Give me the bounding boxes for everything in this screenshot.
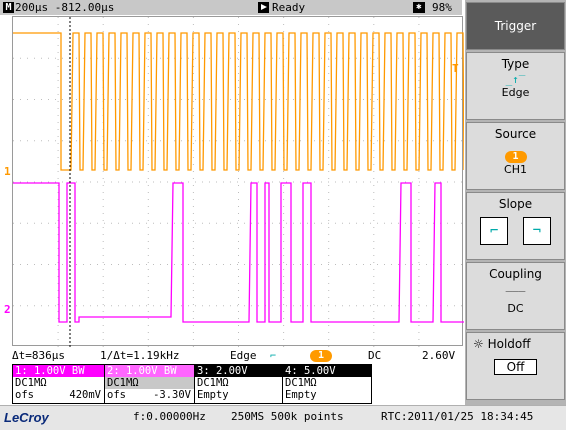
dc-coupling-icon: ‾‾‾ (505, 289, 526, 302)
trigger-source-badge: 1 (310, 350, 332, 362)
waveform-svg (13, 17, 464, 347)
edge-rise-icon: ⌐ (270, 351, 277, 362)
channel-2-info[interactable]: 2: 1.00V BW DC1MΩ ofs -3.30V (105, 365, 195, 403)
channel-1-coupling: DC1MΩ (15, 377, 47, 389)
frequency-readout: f:0.00000Hz (133, 410, 206, 423)
menu-m-icon[interactable]: M (3, 2, 14, 13)
coupling-button[interactable]: Coupling ‾‾‾ DC (466, 262, 565, 330)
falling-slope-icon[interactable]: ¬ (522, 217, 551, 245)
source-badge: 1 (504, 151, 527, 163)
waveform-grid[interactable] (12, 16, 464, 347)
ch1-waveform (13, 32, 464, 171)
channel-1-info[interactable]: 1: 1.00V BW DC1MΩ ofs 420mV (13, 365, 105, 403)
type-label: Type (501, 57, 530, 71)
menu-title-label: Trigger (494, 19, 537, 33)
channel-2-coupling: DC1MΩ (105, 377, 194, 389)
slope-label: Slope (498, 197, 533, 211)
run-state-icon (258, 2, 269, 13)
type-button[interactable]: Type _↑‾ Edge (466, 52, 565, 120)
coupling-label: Coupling (489, 267, 542, 281)
channel-3-coupling: DC1MΩ (197, 377, 229, 389)
channel-1-header: 1: 1.00V BW (13, 365, 104, 377)
holdoff-value: Off (493, 359, 538, 375)
coupling-value: DC (507, 302, 524, 315)
measurement-bar: Δt=836µs 1/Δt=1.19kHz Edge ⌐ 1 DC 2.60V (12, 349, 463, 363)
source-value: CH1 (504, 163, 527, 176)
bottom-status-bar: LeCroy f:0.00000Hz 250MS 500k points RTC… (0, 405, 566, 430)
channel-4-header: 4: 5.00V (283, 365, 371, 377)
channel-2-header: 2: 1.00V BW (105, 365, 194, 377)
memory-percent: 98% (432, 1, 452, 14)
slope-button[interactable]: Slope ⌐ ¬ (466, 192, 565, 260)
source-label: Source (494, 127, 537, 141)
holdoff-label: Holdoff (487, 337, 531, 351)
edge-type-icon: _↑‾ (505, 73, 526, 86)
delta-t: Δt=836µs (12, 349, 65, 362)
channel-3-info[interactable]: 3: 2.00V DC1MΩ Empty (195, 365, 283, 403)
channel-table: 1: 1.00V BW DC1MΩ ofs 420mV 2: 1.00V BW … (12, 364, 372, 404)
menu-title: Trigger (466, 2, 565, 50)
channel-2-offset-label: ofs (107, 389, 126, 401)
holdoff-sun-icon: ☼ (473, 337, 484, 351)
channel-3-header: 3: 2.00V (195, 365, 282, 377)
settings-gear-icon[interactable]: ✱ (413, 2, 425, 13)
channel-1-offset-row: ofs 420mV (13, 389, 104, 401)
channel-2-offset-row: ofs -3.30V (105, 389, 194, 401)
trigger-menu: Trigger Type _↑‾ Edge Source 1 CH1 Slope… (465, 0, 566, 405)
source-button[interactable]: Source 1 CH1 (466, 122, 565, 190)
type-value: Edge (501, 86, 530, 99)
trigger-level-marker[interactable]: T (452, 62, 459, 75)
channel-4-offset: Empty (285, 389, 317, 401)
sampling-readout: 250MS 500k points (231, 410, 344, 423)
rising-slope-icon[interactable]: ⌐ (480, 217, 509, 245)
channel-1-offset: 420mV (69, 389, 101, 401)
timebase-readout: 200µs -812.00µs (15, 1, 115, 14)
ch2-waveform (13, 182, 464, 323)
ch2-marker[interactable]: 2 (4, 303, 11, 316)
inverse-delta-t: 1/Δt=1.19kHz (100, 349, 180, 362)
channel-4-coupling: DC1MΩ (285, 377, 317, 389)
acquisition-status: Ready (272, 1, 306, 14)
channel-1-offset-label: ofs (15, 389, 34, 401)
holdoff-button[interactable]: ☼ Holdoff Off (466, 332, 565, 400)
channel-4-info[interactable]: 4: 5.00V DC1MΩ Empty (283, 365, 371, 403)
trigger-mode: Edge (230, 349, 257, 362)
brand-logo: LeCroy (4, 410, 49, 425)
holdoff-row: ☼ Holdoff (467, 337, 564, 351)
ch1-marker[interactable]: 1 (4, 165, 11, 178)
trigger-coupling: DC (368, 349, 382, 362)
channel-3-offset: Empty (197, 389, 229, 401)
trigger-level: 2.60V (422, 349, 456, 362)
top-status-bar: M 200µs -812.00µs Ready ✱ 98% (0, 0, 462, 15)
channel-2-offset: -3.30V (153, 389, 191, 401)
rtc-readout: RTC:2011/01/25 18:34:45 (381, 410, 534, 423)
